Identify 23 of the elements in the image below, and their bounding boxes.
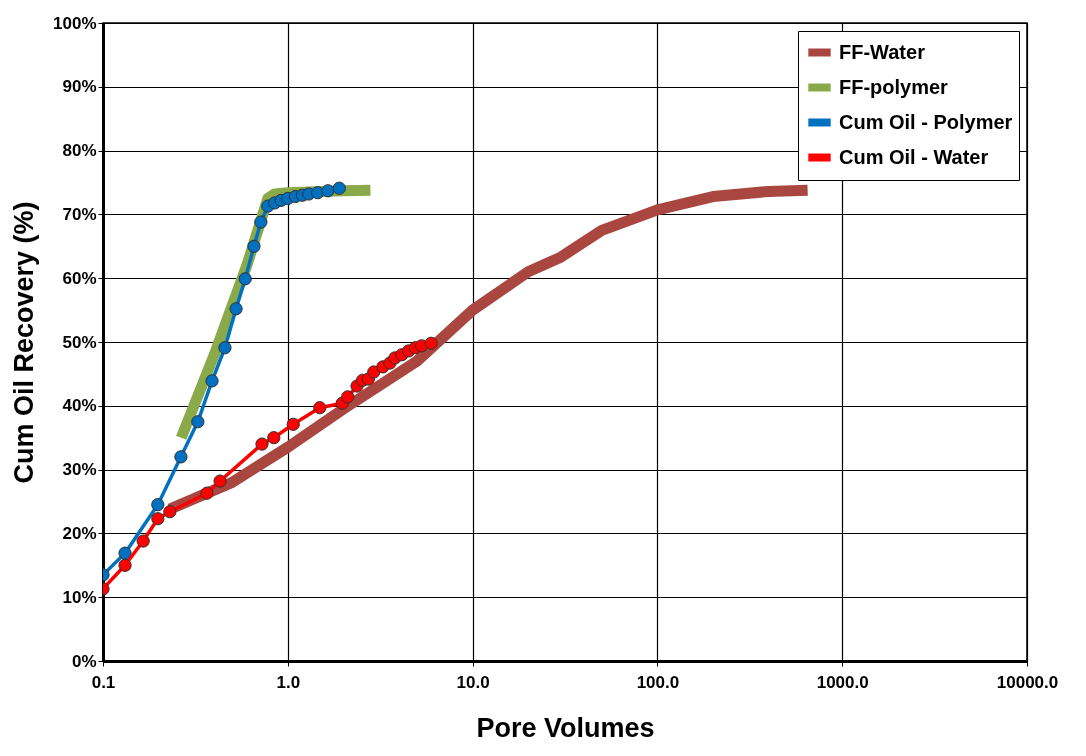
y-tick-label: 70% (62, 204, 97, 224)
y-tick-label: 90% (62, 77, 97, 97)
legend-label: FF-polymer (839, 75, 949, 98)
y-axis-title: Cum Oil Recovery (%) (9, 201, 40, 484)
x-tick-label: 1.0 (276, 672, 301, 692)
x-tick-label: 1000.0 (816, 672, 869, 692)
x-tick-label: 10.0 (456, 672, 490, 692)
y-tick-label: 0% (71, 651, 97, 671)
x-tick-label: 10000.0 (996, 672, 1059, 692)
y-tick-label: 80% (62, 141, 97, 161)
y-tick-label: 50% (62, 332, 97, 352)
y-tick-label: 10% (62, 587, 97, 607)
x-tick-label: 0.1 (91, 672, 116, 692)
x-axis-title: Pore Volumes (476, 712, 655, 743)
y-tick-label: 60% (62, 268, 97, 288)
y-tick-label: 20% (62, 523, 97, 543)
y-tick-label: 100% (53, 13, 97, 33)
legend-label: FF-Water (839, 40, 926, 63)
legend-label: Cum Oil - Polymer (839, 110, 1013, 133)
legend-label: Cum Oil - Water (839, 145, 989, 168)
y-tick-label: 40% (62, 396, 97, 416)
x-tick-label: 100.0 (636, 672, 680, 692)
y-tick-label: 30% (62, 460, 97, 480)
